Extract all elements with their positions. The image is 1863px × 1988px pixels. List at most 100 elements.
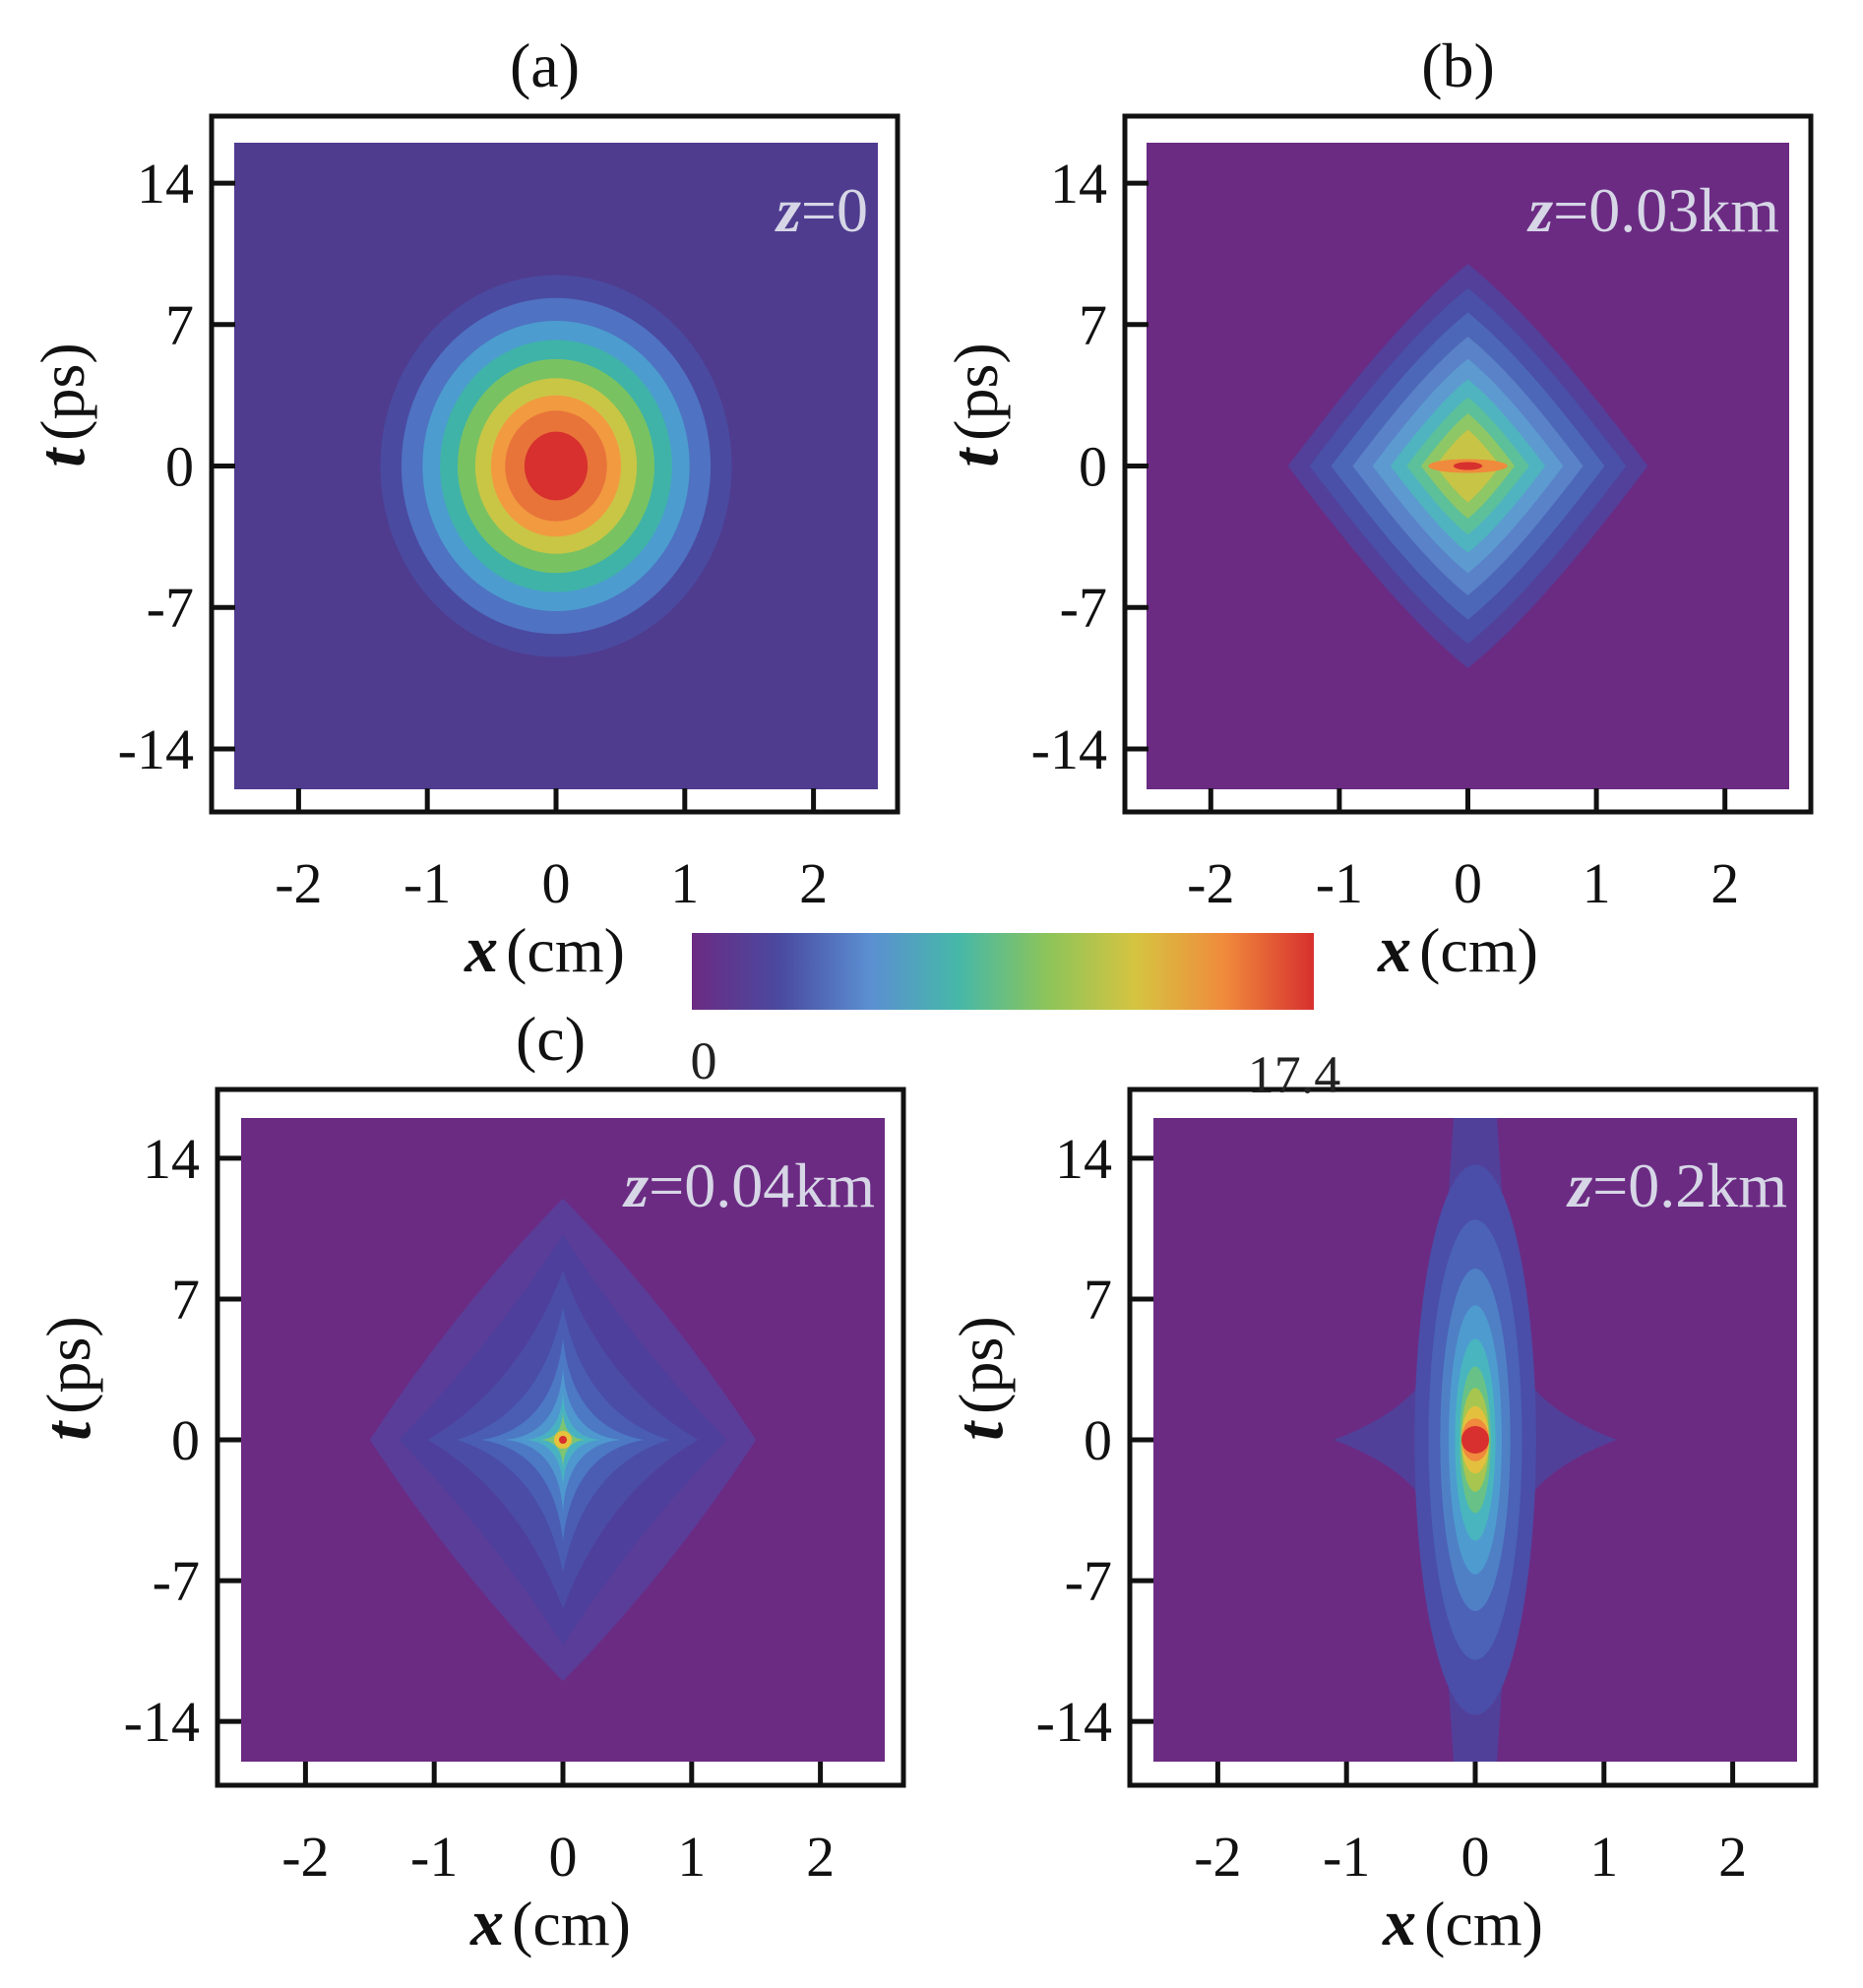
x-tick-label: 2 (1710, 851, 1739, 915)
x-axis-var: x (1377, 911, 1411, 986)
y-axis: 14 7 0 -7 -14 (124, 1127, 241, 1754)
x-tick-label: -2 (275, 851, 322, 915)
y-tick-label: 14 (137, 152, 194, 216)
heatmap-panel-1: -2 -1 0 1 2 14 7 0 -7 -14 x (cm) t (ps) (b) z=0.03km (937, 31, 1814, 986)
z-annotation-var: z (1526, 175, 1553, 245)
peak-core (1453, 462, 1483, 470)
x-tick-label: 2 (799, 851, 828, 915)
x-axis-title: x (cm) (1377, 911, 1538, 986)
x-axis-unit: (cm) (1424, 1889, 1543, 1958)
y-tick-label: 7 (1079, 293, 1107, 357)
y-axis-title: t (ps) (942, 1316, 1017, 1440)
y-tick-label: 7 (1084, 1268, 1112, 1332)
contour-level (1461, 1426, 1489, 1454)
x-tick-label: 2 (1718, 1825, 1747, 1889)
x-tick-label: 0 (1454, 851, 1482, 915)
x-tick-label: -2 (1194, 1825, 1241, 1889)
heatmap-panel-0: -2 -1 0 1 2 14 7 0 -7 -14 x (cm) t (ps) (a) z=0 (24, 31, 900, 986)
y-tick-label: 0 (165, 435, 194, 499)
x-axis-title: x (cm) (469, 1885, 631, 1959)
x-axis-unit: (cm) (1419, 915, 1538, 985)
y-axis-title: t (ps) (30, 1316, 104, 1440)
colorbar: 0 17.4 (691, 933, 1341, 1104)
y-tick-label: -14 (1031, 717, 1107, 781)
y-tick-label: -7 (147, 576, 194, 640)
x-axis-var: x (469, 1885, 504, 1959)
z-annotation-value: =0 (801, 175, 868, 245)
x-tick-label: 0 (542, 851, 571, 915)
intensity-field (380, 275, 732, 657)
x-axis: -2 -1 0 1 2 (1187, 788, 1739, 915)
y-axis-unit: (ps) (941, 342, 1011, 441)
contour-level (524, 431, 589, 501)
z-annotation-var: z (1566, 1150, 1592, 1220)
y-axis-var: t (942, 1420, 1017, 1441)
x-tick-label: 0 (1461, 1825, 1490, 1889)
z-annotation: z=0.2km (1566, 1150, 1787, 1220)
x-tick-label: 0 (549, 1825, 578, 1889)
y-axis: 14 7 0 -7 -14 (1036, 1127, 1153, 1754)
z-annotation-var: z (622, 1150, 649, 1220)
y-axis-unit: (ps) (28, 342, 97, 441)
x-tick-label: 1 (1583, 851, 1611, 915)
y-axis-title: t (ps) (937, 342, 1012, 466)
y-tick-label: 14 (143, 1127, 200, 1191)
y-axis-title: t (ps) (24, 342, 98, 466)
x-axis-title: x (cm) (1382, 1885, 1543, 1959)
x-axis-var: x (464, 911, 498, 986)
y-axis-title-text: t (ps) (937, 342, 1012, 466)
x-tick-label: -1 (404, 851, 451, 915)
x-tick-label: -2 (1187, 851, 1234, 915)
colorbar-max-label: 17.4 (1248, 1045, 1341, 1104)
x-tick-label: -1 (1323, 1825, 1370, 1889)
x-tick-label: -1 (410, 1825, 458, 1889)
x-axis: -2 -1 0 1 2 (281, 1762, 835, 1889)
x-tick-label: -2 (281, 1825, 329, 1889)
y-axis-title-text: t (ps) (942, 1316, 1017, 1440)
y-tick-label: -14 (1036, 1690, 1112, 1754)
y-tick-label: -7 (153, 1549, 200, 1613)
y-tick-label: -14 (118, 717, 194, 781)
colorbar-gradient (692, 933, 1314, 1010)
x-tick-label: 2 (806, 1825, 835, 1889)
z-annotation-value: =0.04km (649, 1150, 875, 1220)
panel-label: (c) (516, 1004, 586, 1074)
panel-label: (a) (510, 31, 580, 100)
heatmap-panel-3: -2 -1 0 1 2 14 7 0 -7 -14 x (cm) t (ps) z=0.2km (942, 1087, 1819, 1959)
y-tick-label: 14 (1050, 152, 1107, 216)
y-axis-var: t (937, 447, 1012, 467)
x-axis: -2 -1 0 1 2 (275, 788, 828, 915)
y-axis-unit: (ps) (946, 1316, 1016, 1414)
y-tick-label: 14 (1055, 1127, 1112, 1191)
x-tick-label: -1 (1316, 851, 1363, 915)
panel-label: (b) (1421, 31, 1495, 100)
z-annotation-value: =0.2km (1592, 1150, 1787, 1220)
z-annotation-var: z (775, 175, 801, 245)
x-tick-label: 1 (1589, 1825, 1618, 1889)
y-axis-title-text: t (ps) (24, 342, 98, 466)
y-tick-label: -7 (1065, 1549, 1112, 1613)
z-annotation: z=0.04km (622, 1150, 875, 1220)
x-axis-unit: (cm) (512, 1889, 631, 1958)
x-tick-label: 1 (677, 1825, 706, 1889)
z-annotation-value: =0.03km (1553, 175, 1779, 245)
z-annotation: z=0 (775, 175, 868, 245)
y-axis: 14 7 0 -7 -14 (1031, 152, 1149, 781)
x-axis-unit: (cm) (506, 915, 625, 985)
y-tick-label: 0 (1084, 1408, 1112, 1472)
intensity-field (1334, 1118, 1617, 1762)
y-tick-label: 0 (171, 1408, 200, 1472)
x-tick-label: 1 (670, 851, 699, 915)
y-tick-label: 0 (1079, 435, 1107, 499)
y-tick-label: 7 (171, 1268, 200, 1332)
y-tick-label: -14 (124, 1690, 200, 1754)
peak-core (559, 1436, 567, 1444)
intensity-field (1287, 264, 1648, 668)
y-axis: 14 7 0 -7 -14 (118, 152, 235, 781)
z-annotation: z=0.03km (1526, 175, 1779, 245)
y-axis-var: t (24, 447, 98, 467)
y-tick-label: -7 (1060, 576, 1107, 640)
x-axis: -2 -1 0 1 2 (1194, 1762, 1747, 1889)
x-axis-title: x (cm) (464, 911, 625, 986)
